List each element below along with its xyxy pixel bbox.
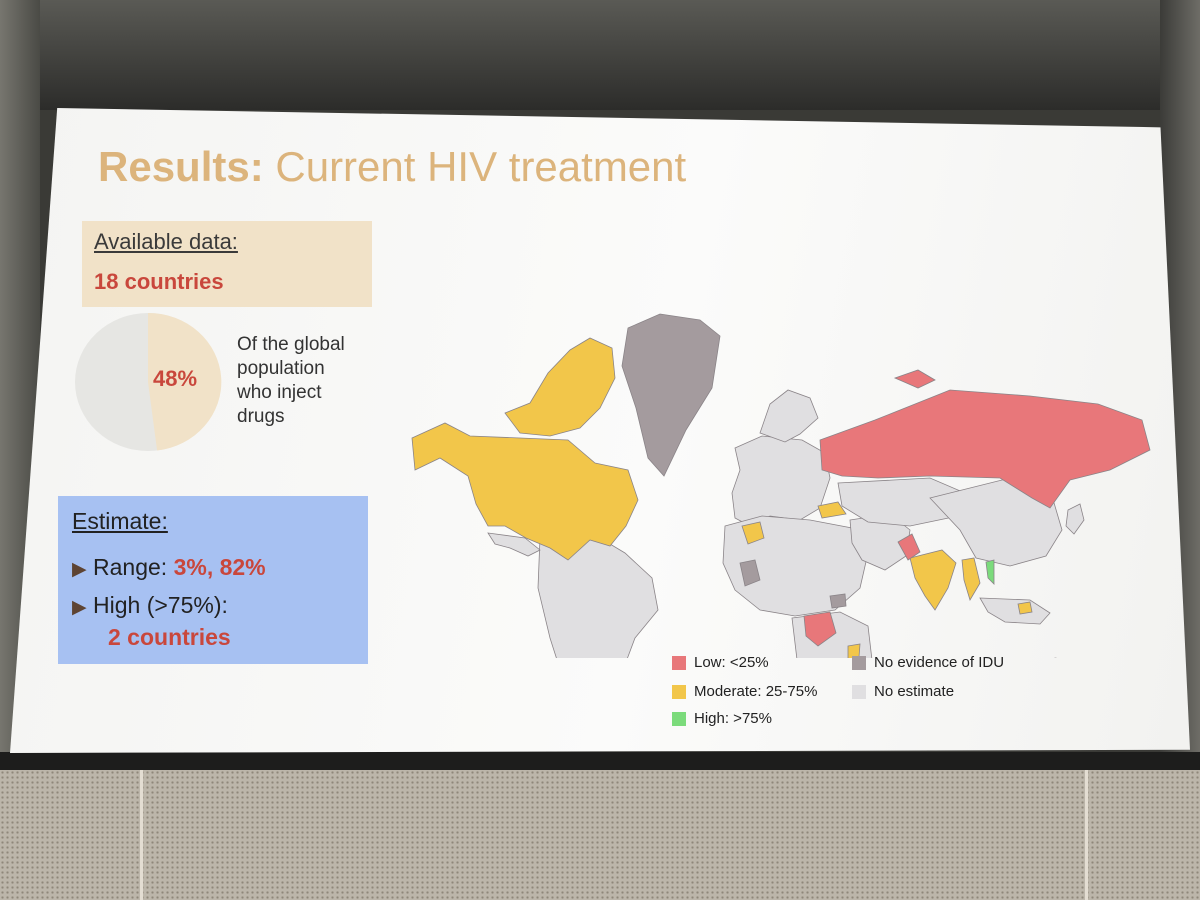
legend-swatch-moderate [672,685,686,699]
world-map [411,313,1151,658]
pakistan [897,533,921,561]
north-america [411,422,639,561]
central-america [487,532,541,557]
mozambique [847,643,861,658]
available-data-value: 18 countries [94,269,224,294]
available-data-box: Available data: 18 countries [82,221,372,307]
japan [1065,503,1085,535]
triangle-bullet-icon: ▶ [72,559,87,580]
pie-caption-line: drugs [237,406,285,427]
projected-slide: Results: Current HIV treatment Available… [10,108,1190,753]
legend-label-high: High: >75% [694,710,772,727]
central-asia [837,477,973,527]
wall-top [0,0,1200,110]
pie-caption-line: population [237,358,325,379]
high-label: High (>75%): [93,592,228,618]
mali-region [739,559,761,587]
high-value: 2 countries [108,624,231,650]
congo [803,611,837,647]
ukraine [817,501,847,519]
slide-title: Results: Current HIV treatment [98,143,686,191]
india [909,549,957,611]
estimate-box: Estimate: ▶ Range: 3%, 82% ▶ High (>75%)… [58,496,368,664]
legend-swatch-high [672,712,686,726]
title-rest: Current HIV treatment [275,143,687,190]
legend-label-low: Low: <25% [694,654,769,671]
population-pie-chart [75,312,222,451]
range-value: 3%, 82% [173,554,266,580]
russia-arctic-islands [893,369,936,389]
canadian-arctic-islands [504,337,616,437]
legend-swatch-no-estimate [852,685,866,699]
north-africa [722,515,869,617]
east-africa-spot [829,593,847,609]
perforated-wall-panel [0,770,1200,900]
range-label: Range: [93,554,168,580]
legend-label-no-evidence: No evidence of IDU [874,654,1005,671]
south-america [537,525,659,658]
triangle-bullet-icon: ▶ [72,597,87,618]
pie-caption-line: Of the global [237,334,345,355]
range-row: ▶ Range: 3%, 82% [72,554,266,581]
legend-swatch-low [672,656,686,670]
russia [819,389,1151,509]
legend-label-no-estimate: No estimate [874,683,955,700]
no-estimate-regions [487,389,1063,658]
spain [741,521,765,545]
myanmar-thailand [961,557,981,601]
screen-frame [0,752,1200,772]
panel-seam [1085,770,1088,900]
europe [731,435,831,527]
estimate-header: Estimate: [72,508,168,534]
high-row: ▶ High (>75%): [72,592,228,619]
greenland [621,313,721,477]
panel-seam [140,770,143,900]
southeast-asia-islands [979,597,1051,625]
scandinavia [759,389,819,443]
vietnam [985,559,995,585]
legend-swatch-no-evidence [852,656,866,670]
legend-label-moderate: Moderate: 25-75% [694,683,818,700]
pie-caption: Of the global population who inject drug… [237,333,387,429]
philippines-indonesia [1017,601,1033,615]
pie-percent-label: 48% [153,366,198,391]
title-bold: Results: [98,143,264,190]
pie-caption-line: who inject [237,382,322,403]
available-data-header: Available data: [94,229,238,254]
pie-slice [148,312,222,451]
